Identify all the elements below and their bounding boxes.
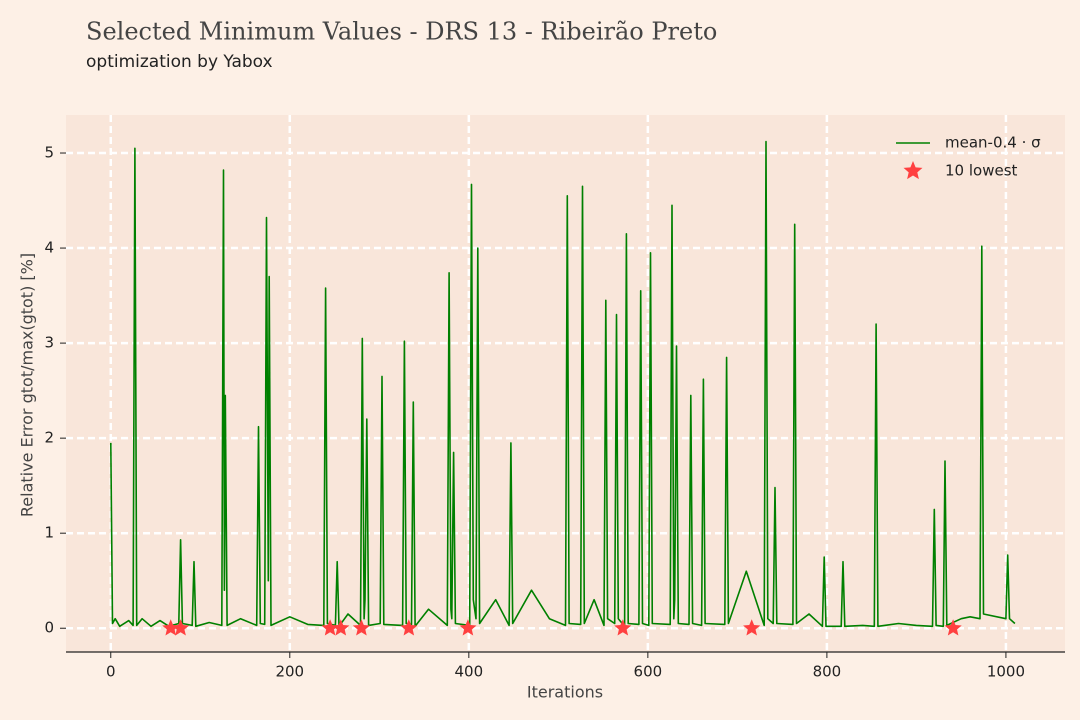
x-tick-label: 400: [455, 663, 484, 681]
chart-title: Selected Minimum Values - DRS 13 - Ribei…: [86, 18, 717, 46]
x-tick-label: 600: [634, 663, 663, 681]
legend-star: [903, 161, 923, 180]
star-marker: [321, 619, 339, 636]
x-tick-label: 1000: [987, 663, 1025, 681]
y-axis-label: Relative Error gtot/max(gtot) [%]: [18, 253, 37, 517]
y-tick-label: 5: [44, 144, 54, 162]
star-marker: [352, 619, 370, 636]
star-marker: [614, 619, 632, 636]
star-marker: [332, 619, 350, 636]
x-axis-label: Iterations: [527, 683, 603, 702]
star-marker: [743, 619, 761, 636]
x-tick-label: 800: [813, 663, 842, 681]
y-tick-label: 2: [44, 429, 54, 447]
y-tick-label: 3: [44, 334, 54, 352]
data-line: [110, 140, 1016, 628]
star-marker: [172, 619, 190, 636]
chart-subtitle: optimization by Yabox: [86, 52, 273, 72]
star-marker: [459, 619, 477, 636]
star-marker: [400, 619, 418, 636]
x-tick-label: 0: [106, 663, 116, 681]
y-tick-label: 4: [44, 239, 54, 257]
legend-label: 10 lowest: [945, 162, 1018, 180]
legend-label: mean-0.4 · σ: [945, 134, 1041, 152]
star-marker: [944, 619, 962, 636]
y-tick-label: 0: [44, 619, 54, 637]
x-tick-label: 200: [275, 663, 304, 681]
y-tick-label: 1: [44, 524, 54, 542]
star-marker: [162, 619, 180, 636]
